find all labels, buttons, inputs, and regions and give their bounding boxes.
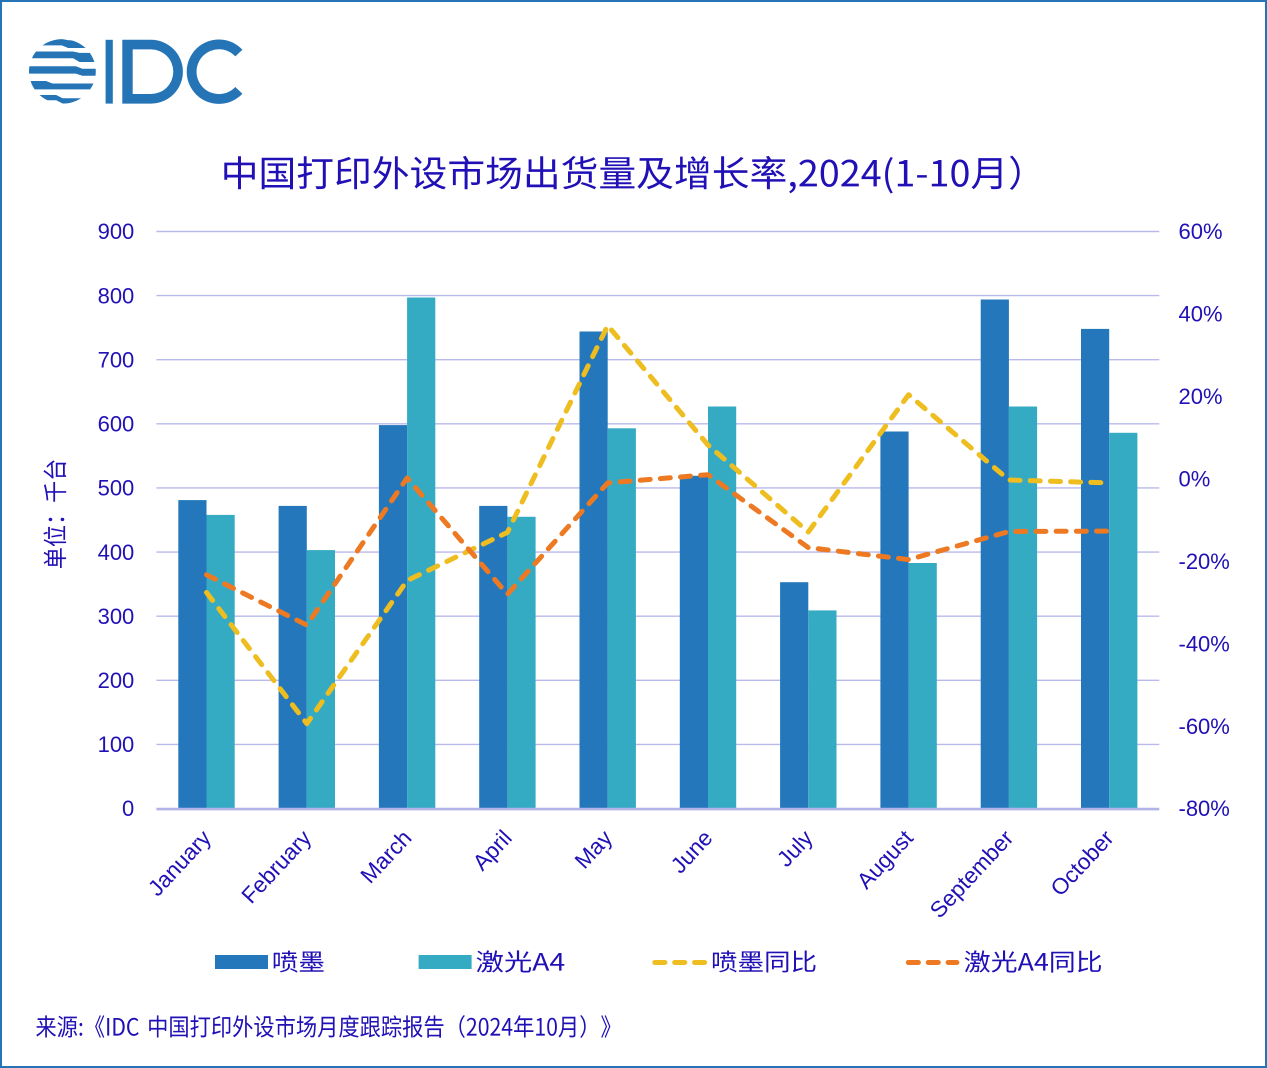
svg-text:900: 900 — [98, 219, 135, 244]
svg-text:200: 200 — [98, 668, 135, 693]
svg-text:-40%: -40% — [1179, 631, 1230, 656]
svg-text:100: 100 — [98, 732, 135, 757]
svg-text:0%: 0% — [1179, 467, 1211, 492]
svg-text:400: 400 — [98, 540, 135, 565]
svg-text:500: 500 — [98, 476, 135, 501]
svg-text:-60%: -60% — [1179, 714, 1230, 739]
svg-text:20%: 20% — [1179, 384, 1223, 409]
svg-text:40%: 40% — [1179, 302, 1223, 327]
svg-text:-20%: -20% — [1179, 549, 1230, 574]
svg-text:0: 0 — [122, 796, 134, 821]
svg-text:300: 300 — [98, 604, 135, 629]
svg-text:-80%: -80% — [1179, 796, 1230, 821]
svg-text:600: 600 — [98, 412, 135, 437]
svg-text:60%: 60% — [1179, 219, 1223, 244]
svg-text:700: 700 — [98, 347, 135, 372]
svg-text:800: 800 — [98, 283, 135, 308]
